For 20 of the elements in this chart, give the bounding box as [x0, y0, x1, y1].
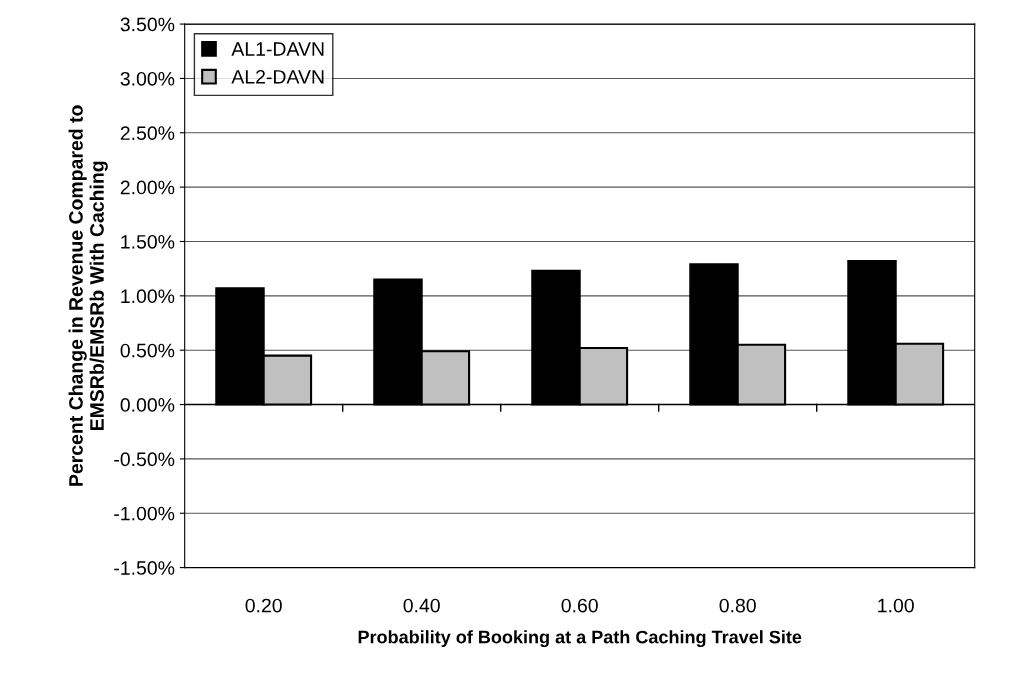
legend-label: AL2-DAVN: [231, 69, 324, 84]
x-tick-label: 0.60: [561, 598, 598, 613]
y-tick-label: 0.50%: [120, 343, 175, 358]
y-tick-label: 0.00%: [120, 398, 175, 412]
y-tick-label: 3.50%: [120, 17, 175, 32]
y-tick-label: -0.50%: [114, 452, 175, 467]
y-axis-title: Percent Change in Revenue Compared to EMSRb/EMSRb With Caching: [68, 105, 108, 486]
x-axis-title: Probability of Booking at a Path Caching Travel Site: [358, 630, 802, 648]
legend-label: AL1-DAVN: [231, 42, 324, 56]
x-tick-label: 0.20: [245, 598, 282, 613]
y-tick-label: 2.00%: [120, 180, 175, 195]
x-tick-label: 0.80: [719, 598, 756, 613]
y-tick-label: 1.00%: [121, 289, 175, 304]
x-tick-label: 0.40: [403, 598, 440, 613]
y-tick-label: -1.00%: [114, 506, 175, 521]
y-tick-label: 1.50%: [121, 234, 175, 249]
x-tick-label: 1.00: [878, 598, 914, 613]
y-tick-label: 2.50%: [120, 126, 175, 141]
y-tick-label: 3.00%: [120, 71, 175, 86]
y-tick-label: -1.50%: [114, 561, 175, 575]
